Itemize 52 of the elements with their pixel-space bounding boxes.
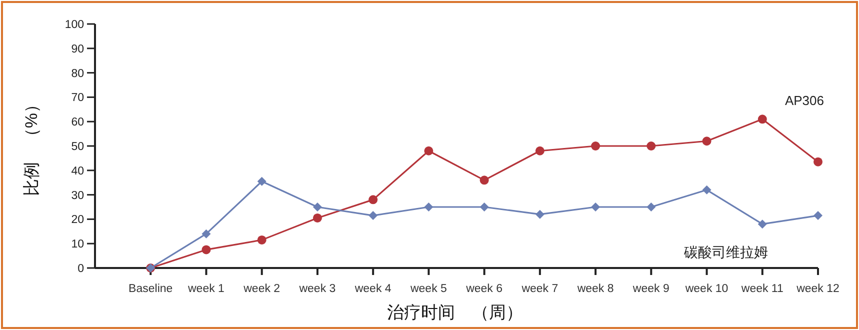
point (202, 245, 211, 254)
point (535, 210, 544, 219)
y-tick-label: 40 (71, 165, 84, 178)
point (814, 211, 822, 220)
point (758, 114, 767, 124)
point (424, 202, 434, 212)
y-tick-label: 50 (71, 141, 84, 153)
y-tick-label: 70 (71, 92, 84, 104)
x-tick-label: week 5 (409, 283, 447, 295)
y-tick-label: 80 (71, 68, 84, 80)
x-tick-label: week 6 (465, 283, 503, 295)
y-tick-label: 30 (71, 190, 84, 202)
point (646, 142, 656, 150)
point (480, 176, 489, 185)
point (202, 229, 211, 238)
x-axis-title: 治疗时间 （周） (387, 303, 523, 322)
point (646, 202, 656, 212)
point (312, 213, 322, 222)
x-tick-label: week 8 (576, 283, 614, 295)
point (758, 220, 767, 229)
point (591, 202, 600, 212)
x-tick-label: week 4 (354, 283, 392, 295)
y-tick-label: 90 (71, 43, 84, 56)
series-label: AP306 (784, 93, 824, 108)
x-tick-label: week 2 (242, 283, 280, 295)
y-tick-label: 10 (71, 238, 84, 251)
point (591, 142, 600, 150)
point (368, 211, 378, 220)
y-tick-label: 60 (71, 116, 84, 129)
point (424, 146, 434, 156)
point (257, 235, 266, 244)
x-tick-label: Baseline (128, 283, 173, 295)
y-tick-label: 20 (71, 214, 84, 226)
x-tick-label: week 1 (187, 283, 224, 295)
point (535, 146, 544, 156)
point (368, 195, 378, 204)
x-tick-label: week 11 (740, 283, 784, 295)
series-label: 碳酸司维拉姆 (683, 244, 768, 260)
x-tick-label: week 9 (632, 283, 670, 295)
point (480, 202, 489, 212)
y-tick-label: 0 (78, 263, 84, 275)
x-tick-label: week 12 (796, 283, 840, 295)
point (814, 157, 822, 166)
point (257, 176, 266, 186)
y-tick-label: 100 (64, 19, 84, 31)
point (702, 136, 712, 146)
y-axis-title: 比例 （%） (22, 96, 41, 196)
x-tick-label: week 10 (684, 283, 728, 295)
point (312, 202, 322, 212)
x-tick-label: week 3 (298, 283, 336, 295)
point (702, 185, 712, 194)
x-tick-label: week 7 (520, 283, 558, 295)
